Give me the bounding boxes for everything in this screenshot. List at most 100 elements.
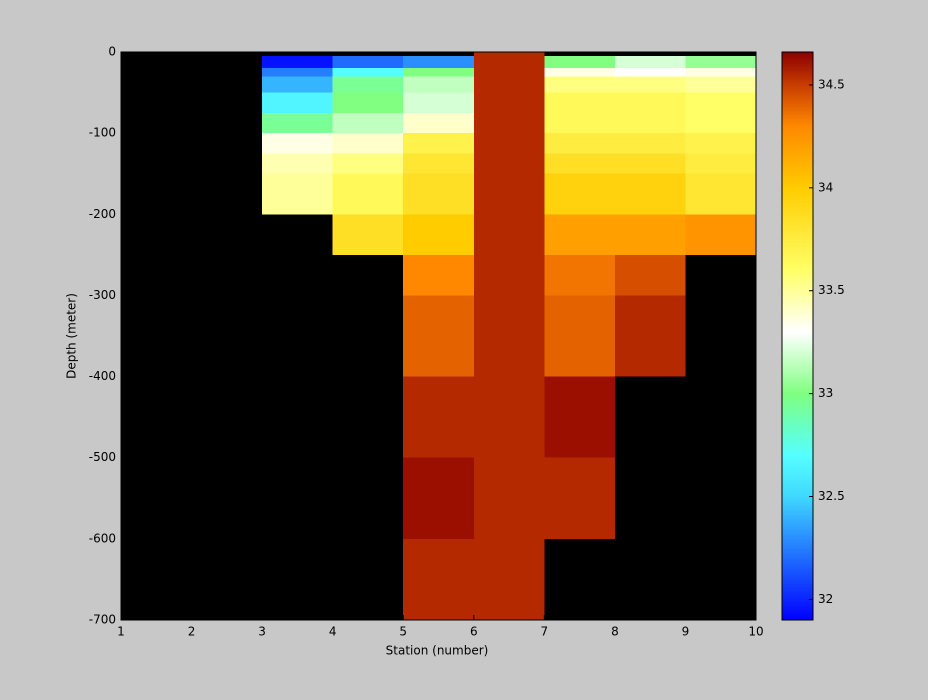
heatmap-cell bbox=[614, 133, 686, 154]
y-tick-label: 0 bbox=[108, 45, 116, 59]
heatmap-cell bbox=[685, 56, 756, 69]
heatmap-cell bbox=[473, 376, 545, 458]
y-tick-label: -200 bbox=[89, 207, 116, 221]
heatmap-cell bbox=[403, 254, 474, 296]
y-tick-label: -500 bbox=[89, 450, 116, 464]
heatmap-cell bbox=[403, 56, 474, 69]
axes-frame bbox=[120, 51, 757, 621]
heatmap-cell bbox=[473, 214, 545, 255]
heatmap-cell bbox=[262, 133, 333, 154]
heatmap-cell bbox=[544, 56, 615, 69]
x-tick-label: 9 bbox=[682, 625, 690, 639]
heatmap-cell bbox=[544, 254, 615, 296]
x-tick-label: 5 bbox=[399, 625, 407, 639]
heatmap-cell bbox=[614, 173, 686, 215]
heatmap-cell bbox=[685, 92, 756, 113]
heatmap-cell bbox=[332, 68, 404, 77]
heatmap-cell bbox=[262, 173, 333, 215]
colorbar-tick-label: 32.5 bbox=[818, 489, 845, 503]
colorbar-tick-label: 33.5 bbox=[818, 283, 845, 297]
heatmap-cell bbox=[685, 173, 756, 215]
heatmap-cell bbox=[332, 153, 404, 174]
heatmap-cell bbox=[544, 295, 615, 377]
heatmap-cell bbox=[403, 112, 474, 134]
heatmap-cell bbox=[685, 153, 756, 174]
heatmap-cell bbox=[403, 76, 474, 93]
x-tick-label: 10 bbox=[748, 625, 763, 639]
heatmap-cell bbox=[262, 92, 333, 113]
heatmap-cell bbox=[544, 92, 615, 113]
heatmap-cell bbox=[403, 68, 474, 77]
y-tick-label: -100 bbox=[89, 126, 116, 140]
heatmap-cell bbox=[614, 112, 686, 134]
colorbar bbox=[781, 51, 814, 621]
heatmap-cell bbox=[685, 68, 756, 77]
heatmap-cell bbox=[544, 173, 615, 215]
x-tick-label: 3 bbox=[258, 625, 266, 639]
heatmap-cell bbox=[685, 112, 756, 134]
heatmap-cell bbox=[262, 76, 333, 93]
heatmap-cell bbox=[332, 56, 404, 69]
heatmap-cell bbox=[473, 457, 545, 539]
heatmap-cell bbox=[614, 254, 686, 296]
heatmap-cell bbox=[473, 52, 545, 57]
heatmap-cell bbox=[544, 68, 615, 77]
heatmap-cell bbox=[403, 133, 474, 154]
heatmap-cell bbox=[332, 173, 404, 215]
heatmap-cell bbox=[614, 76, 686, 93]
heatmap-cell bbox=[685, 214, 756, 255]
x-tick-label: 8 bbox=[611, 625, 619, 639]
heatmap-cell bbox=[614, 92, 686, 113]
heatmap-cell bbox=[403, 173, 474, 215]
heatmap-cell bbox=[262, 68, 333, 77]
heatmap-cell bbox=[614, 153, 686, 174]
colorbar-tick-label: 33 bbox=[818, 386, 833, 400]
heatmap-cell bbox=[332, 214, 404, 255]
heatmap-cell bbox=[262, 112, 333, 134]
x-tick-label: 2 bbox=[188, 625, 196, 639]
heatmap-cell bbox=[685, 133, 756, 154]
heatmap-cell bbox=[473, 56, 545, 69]
x-axis-label: Station (number) bbox=[386, 644, 489, 658]
y-tick-label: -700 bbox=[89, 613, 116, 627]
heatmap-cell bbox=[544, 112, 615, 134]
colorbar-tick-label: 32 bbox=[818, 592, 833, 606]
heatmap-cell bbox=[544, 214, 615, 255]
heatmap-cell bbox=[403, 376, 474, 458]
heatmap-cell bbox=[614, 56, 686, 69]
heatmap-cell bbox=[332, 92, 404, 113]
heatmap-cell bbox=[544, 376, 615, 458]
heatmap-cell bbox=[403, 538, 474, 620]
heatmap-cell bbox=[544, 153, 615, 174]
y-tick-label: -400 bbox=[89, 369, 116, 383]
heatmap-cell bbox=[262, 153, 333, 174]
heatmap-cell bbox=[685, 76, 756, 93]
heatmap-cell bbox=[544, 76, 615, 93]
heatmap-cell bbox=[473, 133, 545, 154]
heatmap-cell bbox=[544, 457, 615, 539]
heatmap-cell bbox=[614, 295, 686, 377]
x-tick-label: 6 bbox=[470, 625, 478, 639]
x-tick-label: 7 bbox=[541, 625, 549, 639]
heatmap-cell bbox=[473, 295, 545, 377]
heatmap-cell bbox=[473, 68, 545, 77]
heatmap-cell bbox=[473, 254, 545, 296]
heatmap-cell bbox=[332, 112, 404, 134]
heatmap-cell bbox=[403, 92, 474, 113]
heatmap-cell bbox=[473, 173, 545, 215]
heatmap-cell bbox=[332, 133, 404, 154]
colorbar-tick-label: 34 bbox=[818, 180, 833, 194]
x-tick-label: 4 bbox=[329, 625, 337, 639]
heatmap-cell bbox=[473, 76, 545, 93]
heatmap-cell bbox=[332, 76, 404, 93]
heatmap-cell bbox=[403, 457, 474, 539]
heatmap-cell bbox=[544, 133, 615, 154]
heatmap-cell bbox=[262, 56, 333, 69]
heatmap-cell bbox=[473, 92, 545, 113]
y-axis-label: Depth (meter) bbox=[65, 293, 79, 379]
heatmap-cell bbox=[473, 538, 545, 620]
colorbar-tick-label: 34.5 bbox=[818, 77, 845, 91]
x-tick-label: 1 bbox=[117, 625, 125, 639]
